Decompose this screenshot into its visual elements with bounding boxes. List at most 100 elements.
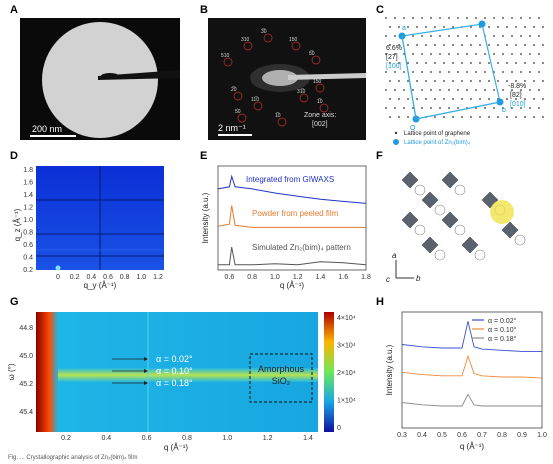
graphene-lattice-point <box>421 89 423 91</box>
bim-ring <box>434 204 446 216</box>
panel-g-xtick: 1.2 <box>263 435 273 442</box>
graphene-lattice-point <box>439 89 441 91</box>
panel-d-xtick: 1.0 <box>136 274 146 281</box>
zn-tetrahedron <box>421 191 439 209</box>
series-line <box>217 174 367 204</box>
graphene-lattice-point <box>484 107 486 109</box>
panel-h-xlabel: q (Å⁻¹) <box>460 442 485 451</box>
spot-index-label: 5́0 <box>235 108 241 115</box>
graphene-lattice-point <box>403 17 405 19</box>
dir-left: [100] <box>386 63 402 70</box>
graphene-lattice-point <box>484 17 486 19</box>
amorphous-label: Amorphous <box>258 364 305 374</box>
graphene-lattice-point <box>470 116 472 118</box>
spot-index-label: 3̅0 <box>261 28 267 35</box>
graphene-lattice-point <box>452 98 454 100</box>
graphene-lattice-point <box>452 80 454 82</box>
diffraction-spot <box>263 33 273 43</box>
panel-label-b: B <box>200 4 208 16</box>
graphene-lattice-point <box>461 62 463 64</box>
panel-d-ytick: 0.4 <box>23 255 33 262</box>
graphene-lattice-point <box>457 107 459 109</box>
graphene-lattice-point <box>439 35 441 37</box>
graphene-lattice-point <box>488 44 490 46</box>
graphene-lattice-point <box>439 71 441 73</box>
zn-tetrahedron <box>441 171 459 189</box>
graphene-lattice-point <box>520 71 522 73</box>
graphene-lattice-point <box>542 80 544 82</box>
graphene-lattice-point <box>412 71 414 73</box>
panel-label-f: F <box>376 150 383 162</box>
graphene-lattice-point <box>421 53 423 55</box>
panel-h-xtick: 0.3 <box>397 432 407 439</box>
graphene-lattice-point <box>488 26 490 28</box>
graphene-lattice-point <box>398 44 400 46</box>
pore-highlight <box>490 200 514 224</box>
panel-d-ytick: 1.2 <box>23 205 33 212</box>
graphene-lattice-point <box>443 44 445 46</box>
series-line <box>218 247 367 266</box>
graphene-lattice-point <box>529 17 531 19</box>
graphene-lattice-point <box>538 35 540 37</box>
graphene-lattice-point <box>502 17 504 19</box>
graphene-lattice-point <box>434 80 436 82</box>
graphene-lattice-point <box>533 26 535 28</box>
legend-label: α = 0.02° <box>488 317 517 325</box>
panel-g-xlabel: q (Å⁻¹) <box>164 443 189 452</box>
graphene-lattice-point <box>394 17 396 19</box>
graphene-lattice-point <box>448 107 450 109</box>
spot-index-label: 1̅0 <box>317 98 323 105</box>
graphene-lattice-point <box>533 98 535 100</box>
graphene-lattice-point <box>430 89 432 91</box>
graphene-lattice-point <box>497 44 499 46</box>
graphene-lattice-point <box>542 116 544 118</box>
diffraction-spot <box>223 57 233 67</box>
legend-graphene: Lattice point of graphene <box>404 131 471 137</box>
graphene-lattice-point <box>412 35 414 37</box>
graphene-lattice-point <box>502 107 504 109</box>
graphene-lattice-point <box>470 44 472 46</box>
graphene-lattice-point <box>475 89 477 91</box>
spot-index-label: 1̅0 <box>275 112 281 119</box>
graphene-lattice-point <box>403 89 405 91</box>
graphene-lattice-point <box>533 116 535 118</box>
graphene-lattice-point <box>479 116 481 118</box>
graphene-lattice-point <box>515 98 517 100</box>
graphene-lattice-point <box>430 17 432 19</box>
graphene-lattice-point <box>475 35 477 37</box>
graphene-lattice-point <box>470 62 472 64</box>
graphene-lattice-point <box>416 44 418 46</box>
panel-g-xtick: 1.0 <box>222 435 232 442</box>
panel-label-c: C <box>376 4 384 16</box>
graphene-lattice-point <box>502 35 504 37</box>
graphene-lattice-point <box>421 35 423 37</box>
graphene-lattice-point <box>515 44 517 46</box>
graphene-lattice-point <box>430 107 432 109</box>
panel-d-xtick: 0 <box>56 274 60 281</box>
zn-tetrahedron <box>401 211 419 229</box>
graphene-lattice-point <box>520 107 522 109</box>
graphene-lattice-point <box>538 53 540 55</box>
graphene-lattice-point <box>520 53 522 55</box>
graphene-lattice-point <box>398 80 400 82</box>
colorbar-tick: 1×10⁴ <box>337 398 356 405</box>
graphene-lattice-point <box>511 35 513 37</box>
panel-d-xtick: 0.6 <box>103 274 113 281</box>
origin-label: O <box>410 125 416 132</box>
graphene-lattice-point <box>515 26 517 28</box>
graphene-lattice-point <box>434 116 436 118</box>
graphene-lattice-point <box>448 71 450 73</box>
graphene-lattice-point <box>493 89 495 91</box>
alpha-label: α = 0.10° <box>156 366 193 376</box>
bim-ring <box>514 234 526 246</box>
graphene-lattice-point <box>506 116 508 118</box>
graphene-lattice-point <box>529 107 531 109</box>
graphene-lattice-point <box>493 107 495 109</box>
panel-label-d: D <box>10 150 18 162</box>
graphene-lattice-point <box>385 89 387 91</box>
graphene-lattice-point <box>457 53 459 55</box>
graphene-lattice-point <box>488 116 490 118</box>
diffraction-spot <box>277 117 287 127</box>
graphene-lattice-point <box>484 71 486 73</box>
graphene-lattice-point <box>389 26 391 28</box>
